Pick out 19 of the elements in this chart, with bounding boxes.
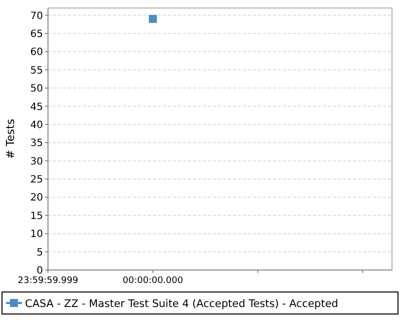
legend-label: CASA - ZZ - Master Test Suite 4 (Accepted Tests) - Accepted — [25, 298, 338, 310]
y-tick-label: 65 — [30, 28, 43, 40]
x-tick-label: 23:59:59.999 — [18, 276, 78, 286]
y-axis-title: # Tests — [4, 118, 17, 160]
y-tick-label: 50 — [30, 84, 43, 95]
y-tick-label: 70 — [30, 10, 43, 22]
y-tick-label: 15 — [30, 210, 43, 222]
y-tick-label: 20 — [30, 192, 43, 204]
x-tick-label: 00:00:00.000 — [122, 276, 184, 286]
y-tick-label: 25 — [30, 174, 43, 186]
y-tick-label: 45 — [30, 102, 43, 113]
y-tick-label: 0 — [36, 266, 43, 276]
y-tick-label: 5 — [36, 247, 43, 258]
y-tick-label: 40 — [30, 120, 43, 131]
y-tick-label: 35 — [30, 138, 43, 150]
y-tick-label: 60 — [30, 47, 43, 58]
y-tick-label: 55 — [30, 65, 43, 76]
y-tick-label: 30 — [30, 156, 43, 168]
y-tick-label: 10 — [30, 229, 43, 240]
